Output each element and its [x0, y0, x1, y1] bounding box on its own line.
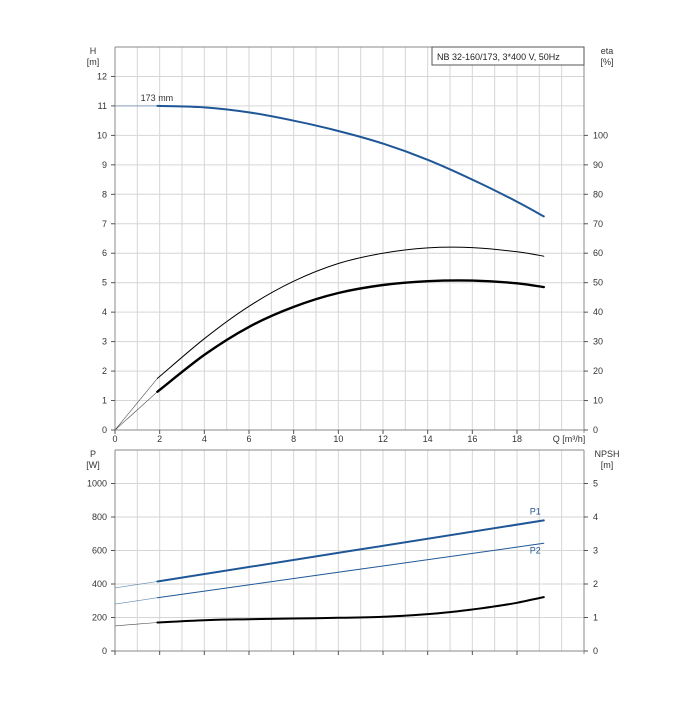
right-tick-label: 90	[593, 160, 603, 170]
curve-0-0	[156, 104, 545, 218]
curve-1-2	[156, 596, 545, 624]
left-tick-label: 800	[92, 512, 107, 522]
left-tick-label: 600	[92, 546, 107, 556]
curve-extension	[114, 597, 158, 605]
left-tick-label: 1000	[87, 479, 107, 489]
left-tick-label: 0	[102, 646, 107, 656]
right-tick-label: 30	[593, 337, 603, 347]
x-tick-label: 4	[202, 434, 207, 444]
right-tick-label: 100	[593, 130, 608, 140]
curve-extension	[114, 378, 158, 431]
curve-1-1	[156, 542, 545, 599]
left-axis-title: H	[90, 46, 97, 56]
curve-0-2	[156, 279, 545, 393]
right-tick-label: 70	[593, 219, 603, 229]
right-tick-label: 3	[593, 546, 598, 556]
left-tick-label: 3	[102, 337, 107, 347]
x-tick-label: 0	[112, 434, 117, 444]
left-tick-label: 2	[102, 366, 107, 376]
right-tick-label: 80	[593, 189, 603, 199]
right-tick-label: 2	[593, 579, 598, 589]
left-tick-label: 0	[102, 425, 107, 435]
x-tick-label: 10	[333, 434, 343, 444]
left-axis-title: P	[90, 449, 96, 459]
left-tick-label: 5	[102, 278, 107, 288]
series-label: P1	[530, 506, 541, 516]
right-tick-label: 4	[593, 512, 598, 522]
x-tick-label: 6	[246, 434, 251, 444]
left-tick-label: 6	[102, 248, 107, 258]
right-tick-label: 10	[593, 396, 603, 406]
right-axis-unit: [m]	[601, 460, 614, 470]
x-tick-label: 16	[467, 434, 477, 444]
left-tick-label: 200	[92, 613, 107, 623]
left-tick-label: 7	[102, 219, 107, 229]
right-tick-label: 1	[593, 613, 598, 623]
right-axis-unit: [%]	[600, 57, 613, 67]
left-tick-label: 8	[102, 189, 107, 199]
right-tick-label: 50	[593, 278, 603, 288]
x-axis-label: Q [m³/h]	[553, 434, 586, 444]
x-tick-label: 12	[378, 434, 388, 444]
right-axis-title: NPSH	[594, 449, 619, 459]
right-axis-title: eta	[601, 46, 614, 56]
left-tick-label: 10	[97, 130, 107, 140]
left-tick-label: 1	[102, 396, 107, 406]
impeller-diameter-label: 173 mm	[141, 93, 174, 103]
right-tick-label: 60	[593, 248, 603, 258]
right-tick-label: 0	[593, 646, 598, 656]
left-tick-label: 4	[102, 307, 107, 317]
right-tick-label: 20	[593, 366, 603, 376]
left-tick-label: 400	[92, 579, 107, 589]
left-tick-label: 12	[97, 71, 107, 81]
chart-title: NB 32-160/173, 3*400 V, 50Hz	[437, 52, 560, 62]
curve-extension	[114, 391, 158, 431]
x-tick-label: 18	[512, 434, 522, 444]
x-tick-label: 8	[291, 434, 296, 444]
curve-0-1	[156, 246, 545, 379]
chart-title-box	[431, 46, 585, 66]
right-tick-label: 5	[593, 479, 598, 489]
x-tick-label: 2	[157, 434, 162, 444]
left-axis-unit: [W]	[86, 460, 100, 470]
left-tick-label: 9	[102, 160, 107, 170]
curve-1-0	[156, 519, 545, 583]
series-label: P2	[530, 545, 541, 555]
left-axis-unit: [m]	[87, 57, 100, 67]
x-tick-label: 14	[423, 434, 433, 444]
right-tick-label: 40	[593, 307, 603, 317]
right-tick-label: 0	[593, 425, 598, 435]
left-tick-label: 11	[98, 101, 107, 111]
curve-extension	[114, 581, 158, 589]
curve-extension	[114, 622, 158, 627]
